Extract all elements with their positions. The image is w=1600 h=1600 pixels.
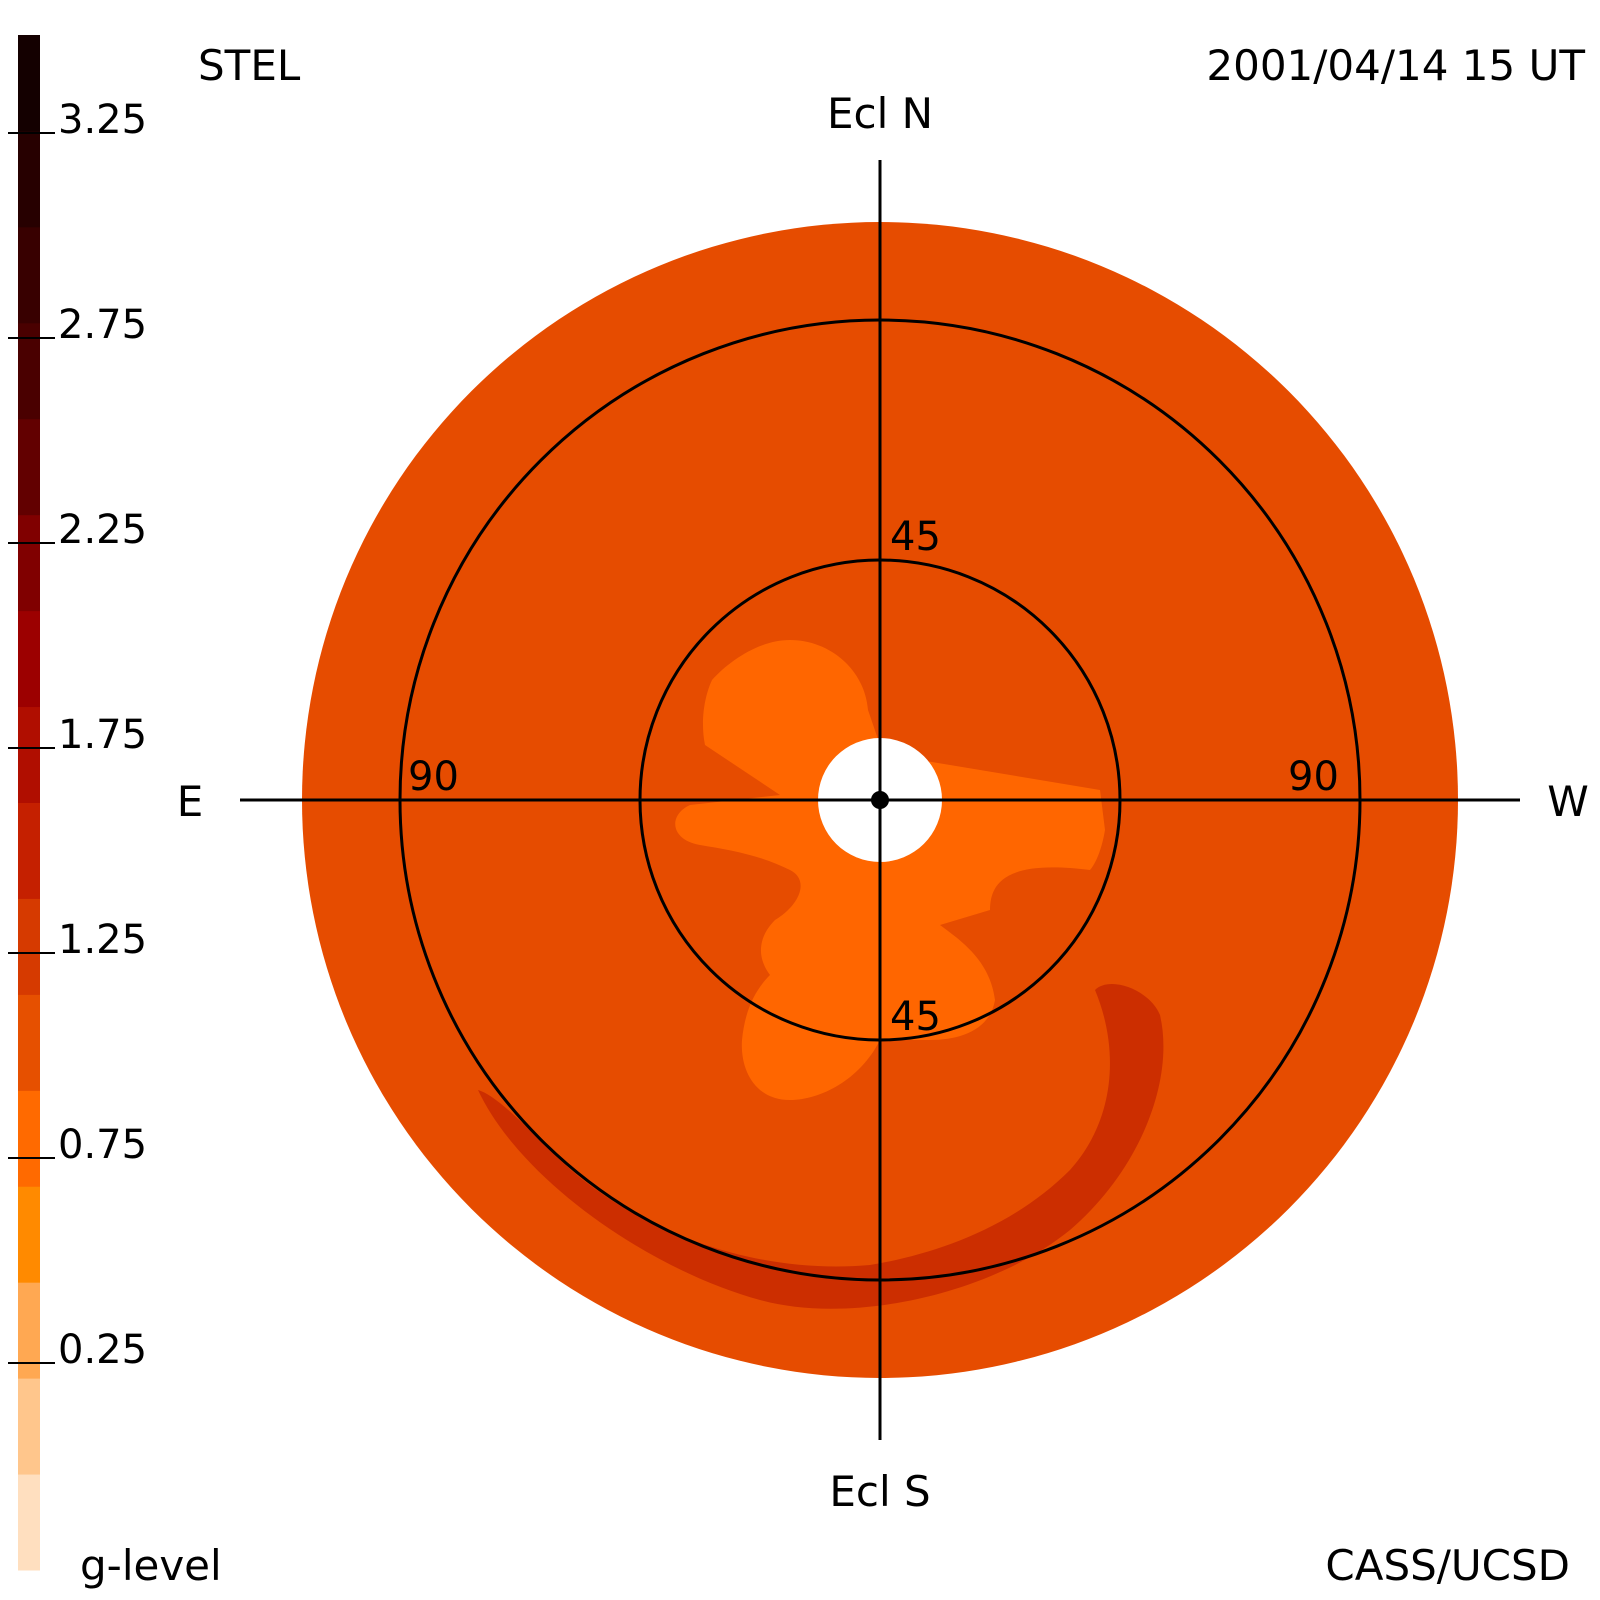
colorbar-segment bbox=[18, 1090, 40, 1187]
colorbar-segment bbox=[18, 418, 40, 516]
colorbar-segment bbox=[18, 610, 40, 708]
colorbar-segment bbox=[18, 802, 40, 899]
direction-south-label: Ecl S bbox=[829, 1467, 930, 1516]
colorbar-tick-label: 1.25 bbox=[58, 917, 147, 963]
ring-label-90-right: 90 bbox=[1288, 754, 1339, 800]
colorbar-tick-label: 0.25 bbox=[58, 1327, 147, 1373]
ring-label-45-top: 45 bbox=[890, 514, 941, 560]
colorbar-segment bbox=[18, 226, 40, 324]
brightness-region bbox=[675, 640, 1105, 1100]
colorbar: 3.25 2.75 2.25 1.75 1.25 0.75 0.25 bbox=[8, 35, 147, 1571]
credit-label: CASS/UCSD bbox=[1325, 1541, 1570, 1590]
ring-label-45-bottom: 45 bbox=[890, 994, 941, 1040]
colorbar-segment bbox=[18, 706, 40, 803]
colorbar-segment bbox=[18, 130, 40, 228]
direction-east-label: E bbox=[177, 777, 204, 826]
colorbar-tick-label: 2.25 bbox=[58, 507, 147, 553]
colorbar-title: g-level bbox=[80, 1541, 222, 1590]
colorbar-segment bbox=[18, 35, 40, 132]
colorbar-tick-label: 1.75 bbox=[58, 712, 147, 758]
colorbar-tick-label: 3.25 bbox=[58, 97, 147, 143]
colorbar-tick-label: 0.75 bbox=[58, 1122, 147, 1168]
colorbar-segment bbox=[18, 1282, 40, 1379]
colorbar-segment bbox=[18, 322, 40, 420]
colorbar-segment bbox=[18, 1378, 40, 1475]
sky-map bbox=[240, 160, 1520, 1440]
ring-label-90-left: 90 bbox=[408, 754, 459, 800]
colorbar-segment bbox=[18, 1474, 40, 1571]
colorbar-segment bbox=[18, 1186, 40, 1283]
datetime-label: 2001/04/14 15 UT bbox=[1206, 41, 1585, 90]
colorbar-tick-label: 2.75 bbox=[58, 302, 147, 348]
direction-west-label: W bbox=[1547, 777, 1589, 826]
direction-north-label: Ecl N bbox=[827, 89, 933, 138]
colorbar-segment bbox=[18, 898, 40, 995]
colorbar-segment bbox=[18, 994, 40, 1091]
colorbar-segment bbox=[18, 514, 40, 612]
density-arc-region bbox=[478, 984, 1164, 1309]
instrument-label: STEL bbox=[198, 41, 301, 90]
